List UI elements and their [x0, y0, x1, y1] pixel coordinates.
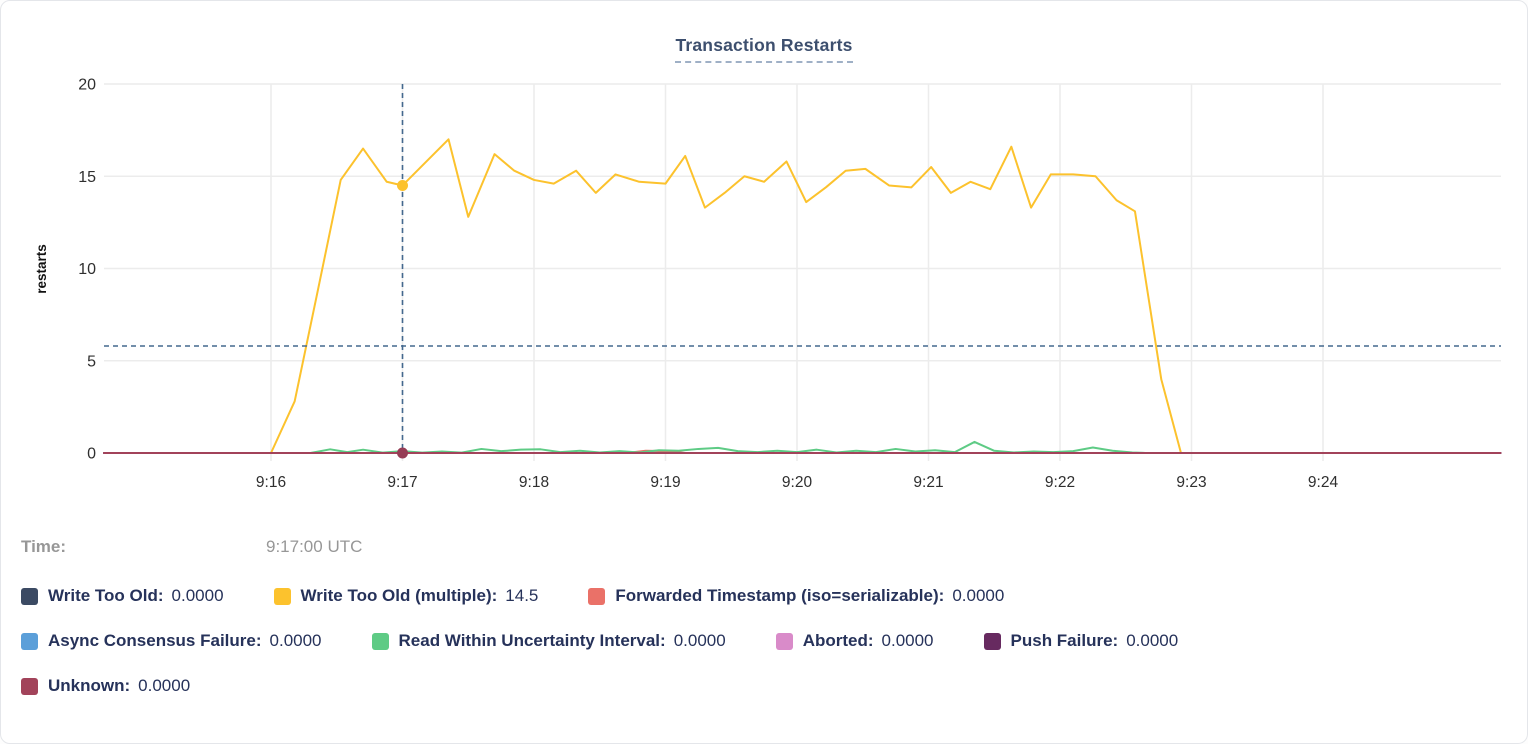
- x-tick-label: 9:23: [1176, 474, 1206, 491]
- x-tick-label: 9:18: [519, 474, 549, 491]
- hover-dot-unknown: [397, 447, 408, 459]
- legend-item-push-failure: Push Failure: 0.0000: [983, 631, 1179, 651]
- series-line-read-within-uncertainty-interval: [309, 440, 1147, 454]
- legend-item-aborted: Aborted: 0.0000: [775, 631, 934, 651]
- legend-series-value: 0.0000: [138, 676, 191, 695]
- hover-time-row: Time: 9:17:00 UTC: [21, 537, 1527, 557]
- legend-series-label: Aborted:: [802, 631, 874, 650]
- legend-color-swatch: [21, 587, 38, 605]
- legend-color-swatch: [588, 587, 606, 605]
- legend-series-value: 0.0000: [269, 631, 322, 650]
- x-tick-label: 9:24: [1308, 474, 1339, 491]
- x-tick-label: 9:16: [256, 474, 286, 491]
- legend-color-swatch: [775, 632, 793, 650]
- chart-title[interactable]: Transaction Restarts: [675, 35, 853, 63]
- legend-series-value: 0.0000: [1126, 631, 1179, 650]
- legend-series-label: Push Failure:: [1010, 631, 1119, 650]
- legend-series-label: Forwarded Timestamp (iso=serializable):: [615, 586, 945, 605]
- x-tick-label: 9:17: [387, 474, 417, 491]
- transaction-restarts-chart[interactable]: 0 5 10 15 20 9:16 9:17 9:18 9:19 9:20 9:21 9:22 9:23…: [1, 63, 1528, 511]
- y-tick-label: 10: [78, 261, 96, 278]
- legend-series-value: 0.0000: [171, 586, 224, 605]
- y-tick-label: 0: [87, 446, 96, 463]
- chart-title-row: Transaction Restarts: [1, 1, 1527, 63]
- legend-item-write-too-old-multiple: Write Too Old (multiple): 14.5: [273, 586, 539, 606]
- legend-color-swatch: [273, 587, 291, 605]
- y-tick-label: 5: [87, 353, 96, 370]
- y-tick-label: 20: [78, 77, 96, 94]
- legend-series-label: Write Too Old:: [48, 586, 164, 605]
- legend-color-swatch: [21, 632, 38, 650]
- hover-time-value: 9:17:00 UTC: [266, 537, 363, 556]
- hover-dot-write-too-old-multiple: [397, 179, 408, 191]
- legend-series-label: Read Within Uncertainty Interval:: [398, 631, 666, 650]
- legend-color-swatch: [371, 632, 389, 650]
- legend-series-value: 0.0000: [881, 631, 934, 650]
- legend-item-async-consensus-failure: Async Consensus Failure: 0.0000: [21, 631, 322, 651]
- legend-row: Write Too Old: 0.0000 Write Too Old (multi…: [21, 581, 1527, 611]
- hover-time-label: Time:: [21, 537, 67, 556]
- legend-series-label: Async Consensus Failure:: [48, 631, 262, 650]
- x-tick-label: 9:20: [782, 474, 813, 491]
- legend-item-write-too-old: Write Too Old: 0.0000: [21, 586, 224, 606]
- legend-row: Unknown: 0.0000: [21, 671, 1527, 701]
- legend-item-unknown: Unknown: 0.0000: [21, 676, 190, 696]
- x-tick-label: 9:19: [650, 474, 680, 491]
- legend-color-swatch: [21, 677, 38, 695]
- x-tick-label: 9:22: [1045, 474, 1075, 491]
- hover-readout: Time: 9:17:00 UTC Write Too Old: 0.0000 Wr…: [1, 537, 1527, 701]
- y-tick-label: 15: [78, 169, 96, 186]
- legend-color-swatch: [983, 632, 1001, 650]
- chart-legend: Write Too Old: 0.0000 Write Too Old (multi…: [21, 581, 1527, 701]
- legend-series-label: Unknown:: [48, 676, 131, 695]
- y-axis-label: restarts: [34, 244, 49, 294]
- legend-item-read-within-uncertainty-interval: Read Within Uncertainty Interval: 0.0000: [371, 631, 726, 651]
- legend-series-value: 14.5: [505, 586, 539, 605]
- legend-series-label: Write Too Old (multiple):: [300, 586, 498, 605]
- legend-series-value: 0.0000: [673, 631, 726, 650]
- x-tick-label: 9:21: [913, 474, 943, 491]
- legend-row: Async Consensus Failure: 0.0000 Read Withi…: [21, 626, 1527, 656]
- series-line-write-too-old-multiple: [270, 138, 1182, 454]
- legend-item-forwarded-timestamp-iso-serializable: Forwarded Timestamp (iso=serializable): 0…: [588, 586, 1004, 606]
- legend-series-value: 0.0000: [952, 586, 1005, 605]
